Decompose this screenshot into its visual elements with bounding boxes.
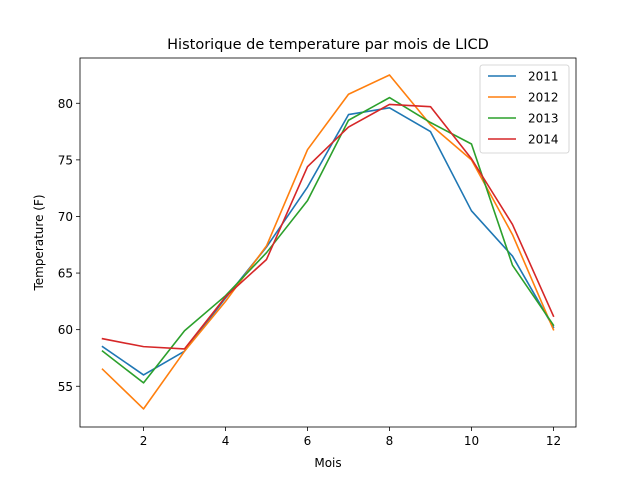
chart-title: Historique de temperature par mois de LI…	[167, 37, 489, 53]
series-line-2011	[101, 107, 555, 376]
x-tick-label: 2	[140, 434, 148, 448]
y-axis: 55 60 65 70 75 80	[58, 97, 80, 394]
plot-area	[101, 74, 555, 410]
plot-frame	[79, 57, 577, 428]
y-tick-label: 75	[58, 153, 73, 167]
series-line-2012	[101, 74, 555, 410]
y-tick-label: 70	[58, 210, 73, 224]
legend-label-2014: 2014	[528, 133, 559, 147]
y-tick-label: 65	[58, 267, 73, 281]
y-tick-label: 55	[58, 380, 73, 394]
x-axis: 2 4 6 8 10 12	[140, 427, 561, 448]
legend-label-2012: 2012	[528, 91, 559, 105]
legend-label-2013: 2013	[528, 112, 559, 126]
x-tick-label: 6	[304, 434, 312, 448]
x-tick-label: 10	[464, 434, 479, 448]
legend: 2011 2012 2013 2014	[479, 64, 570, 154]
x-axis-label: Mois	[314, 456, 341, 470]
x-tick-label: 4	[222, 434, 230, 448]
y-axis-label: Temperature (F)	[32, 194, 46, 291]
series-line-2014	[101, 103, 555, 350]
y-tick-label: 80	[58, 97, 73, 111]
legend-box	[479, 64, 570, 154]
legend-label-2011: 2011	[528, 70, 559, 84]
x-tick-label: 12	[546, 434, 561, 448]
x-tick-label: 8	[386, 434, 394, 448]
series-line-2013	[101, 96, 555, 384]
y-tick-label: 60	[58, 323, 73, 337]
